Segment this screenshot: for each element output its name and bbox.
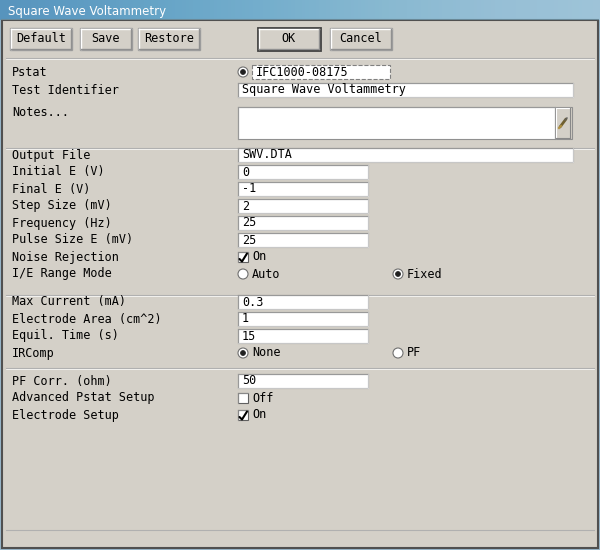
FancyBboxPatch shape xyxy=(252,65,390,79)
FancyBboxPatch shape xyxy=(0,0,600,20)
FancyBboxPatch shape xyxy=(238,410,248,420)
Text: IRComp: IRComp xyxy=(12,346,55,360)
Text: 25: 25 xyxy=(242,217,256,229)
Text: 50: 50 xyxy=(242,375,256,388)
FancyBboxPatch shape xyxy=(238,148,573,162)
Text: PF: PF xyxy=(407,346,421,360)
FancyBboxPatch shape xyxy=(238,83,573,97)
FancyBboxPatch shape xyxy=(80,28,132,50)
Circle shape xyxy=(238,348,248,358)
Text: Output File: Output File xyxy=(12,148,91,162)
Text: Test Identifier: Test Identifier xyxy=(12,84,119,96)
Circle shape xyxy=(241,69,245,74)
Text: Auto: Auto xyxy=(252,267,281,280)
Text: None: None xyxy=(252,346,281,360)
Text: On: On xyxy=(252,409,266,421)
Circle shape xyxy=(241,350,245,355)
Text: Default: Default xyxy=(16,32,66,46)
Text: Restore: Restore xyxy=(144,32,194,46)
Text: Initial E (V): Initial E (V) xyxy=(12,166,104,179)
Text: SWV.DTA: SWV.DTA xyxy=(242,148,292,162)
Text: Noise Rejection: Noise Rejection xyxy=(12,250,119,263)
Text: Final E (V): Final E (V) xyxy=(12,183,91,195)
FancyBboxPatch shape xyxy=(330,28,392,50)
FancyBboxPatch shape xyxy=(238,393,248,403)
Text: Notes...: Notes... xyxy=(12,107,69,119)
Text: Advanced Pstat Setup: Advanced Pstat Setup xyxy=(12,392,155,404)
FancyBboxPatch shape xyxy=(238,216,368,230)
Text: PF Corr. (ohm): PF Corr. (ohm) xyxy=(12,375,112,388)
FancyBboxPatch shape xyxy=(2,20,598,548)
Text: Fixed: Fixed xyxy=(407,267,443,280)
Text: Save: Save xyxy=(92,32,120,46)
Text: Cancel: Cancel xyxy=(340,32,382,46)
Text: Equil. Time (s): Equil. Time (s) xyxy=(12,329,119,343)
Text: Electrode Setup: Electrode Setup xyxy=(12,409,119,421)
FancyBboxPatch shape xyxy=(238,107,555,139)
Text: Pstat: Pstat xyxy=(12,65,47,79)
FancyBboxPatch shape xyxy=(258,28,320,50)
FancyBboxPatch shape xyxy=(238,295,368,309)
Text: 2: 2 xyxy=(242,200,249,212)
Text: 0: 0 xyxy=(242,166,249,179)
Text: OK: OK xyxy=(282,32,296,46)
Circle shape xyxy=(395,272,401,277)
Text: Square Wave Voltammetry: Square Wave Voltammetry xyxy=(8,4,166,18)
Circle shape xyxy=(393,269,403,279)
FancyBboxPatch shape xyxy=(555,107,572,139)
Text: Frequency (Hz): Frequency (Hz) xyxy=(12,217,112,229)
FancyBboxPatch shape xyxy=(238,312,368,326)
Text: Max Current (mA): Max Current (mA) xyxy=(12,295,126,309)
Text: IFC1000-08175: IFC1000-08175 xyxy=(256,65,349,79)
Text: Electrode Area (cm^2): Electrode Area (cm^2) xyxy=(12,312,161,326)
FancyBboxPatch shape xyxy=(238,182,368,196)
Text: 1: 1 xyxy=(242,312,249,326)
Circle shape xyxy=(238,269,248,279)
FancyBboxPatch shape xyxy=(238,374,368,388)
Text: 25: 25 xyxy=(242,234,256,246)
FancyBboxPatch shape xyxy=(238,165,368,179)
FancyBboxPatch shape xyxy=(138,28,200,50)
FancyBboxPatch shape xyxy=(238,233,368,247)
FancyBboxPatch shape xyxy=(10,28,72,50)
Text: Square Wave Voltammetry: Square Wave Voltammetry xyxy=(242,84,406,96)
Text: 15: 15 xyxy=(242,329,256,343)
Text: Pulse Size E (mV): Pulse Size E (mV) xyxy=(12,234,133,246)
FancyBboxPatch shape xyxy=(238,199,368,213)
FancyBboxPatch shape xyxy=(238,329,368,343)
Text: On: On xyxy=(252,250,266,263)
Text: I/E Range Mode: I/E Range Mode xyxy=(12,267,112,280)
Text: 0.3: 0.3 xyxy=(242,295,263,309)
Text: -1: -1 xyxy=(242,183,256,195)
Text: Step Size (mV): Step Size (mV) xyxy=(12,200,112,212)
FancyBboxPatch shape xyxy=(238,252,248,262)
Circle shape xyxy=(393,348,403,358)
Text: Off: Off xyxy=(252,392,274,404)
Circle shape xyxy=(238,67,248,77)
